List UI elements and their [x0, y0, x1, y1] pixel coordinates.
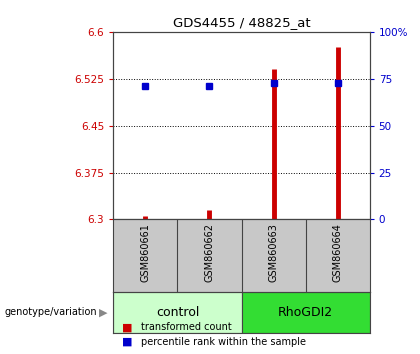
Text: ■: ■ — [122, 337, 132, 347]
Text: RhoGDI2: RhoGDI2 — [278, 306, 333, 319]
Text: control: control — [156, 306, 199, 319]
Title: GDS4455 / 48825_at: GDS4455 / 48825_at — [173, 16, 310, 29]
Text: ▶: ▶ — [99, 307, 107, 318]
Text: GSM860662: GSM860662 — [205, 223, 215, 282]
Text: genotype/variation: genotype/variation — [4, 307, 97, 318]
Text: GSM860663: GSM860663 — [268, 223, 278, 282]
Text: percentile rank within the sample: percentile rank within the sample — [141, 337, 306, 347]
Text: transformed count: transformed count — [141, 322, 231, 332]
Bar — [241, 292, 370, 333]
Text: GSM860661: GSM860661 — [140, 223, 150, 282]
Bar — [113, 292, 241, 333]
Text: ■: ■ — [122, 322, 132, 332]
Text: GSM860664: GSM860664 — [333, 223, 343, 282]
